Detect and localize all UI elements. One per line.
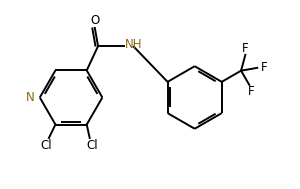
Text: NH: NH [124, 38, 142, 51]
Text: N: N [26, 91, 34, 104]
Text: O: O [90, 14, 99, 27]
Text: F: F [248, 85, 254, 98]
Text: F: F [260, 61, 267, 74]
Text: Cl: Cl [86, 139, 98, 152]
Text: F: F [242, 42, 249, 55]
Text: Cl: Cl [41, 139, 52, 152]
